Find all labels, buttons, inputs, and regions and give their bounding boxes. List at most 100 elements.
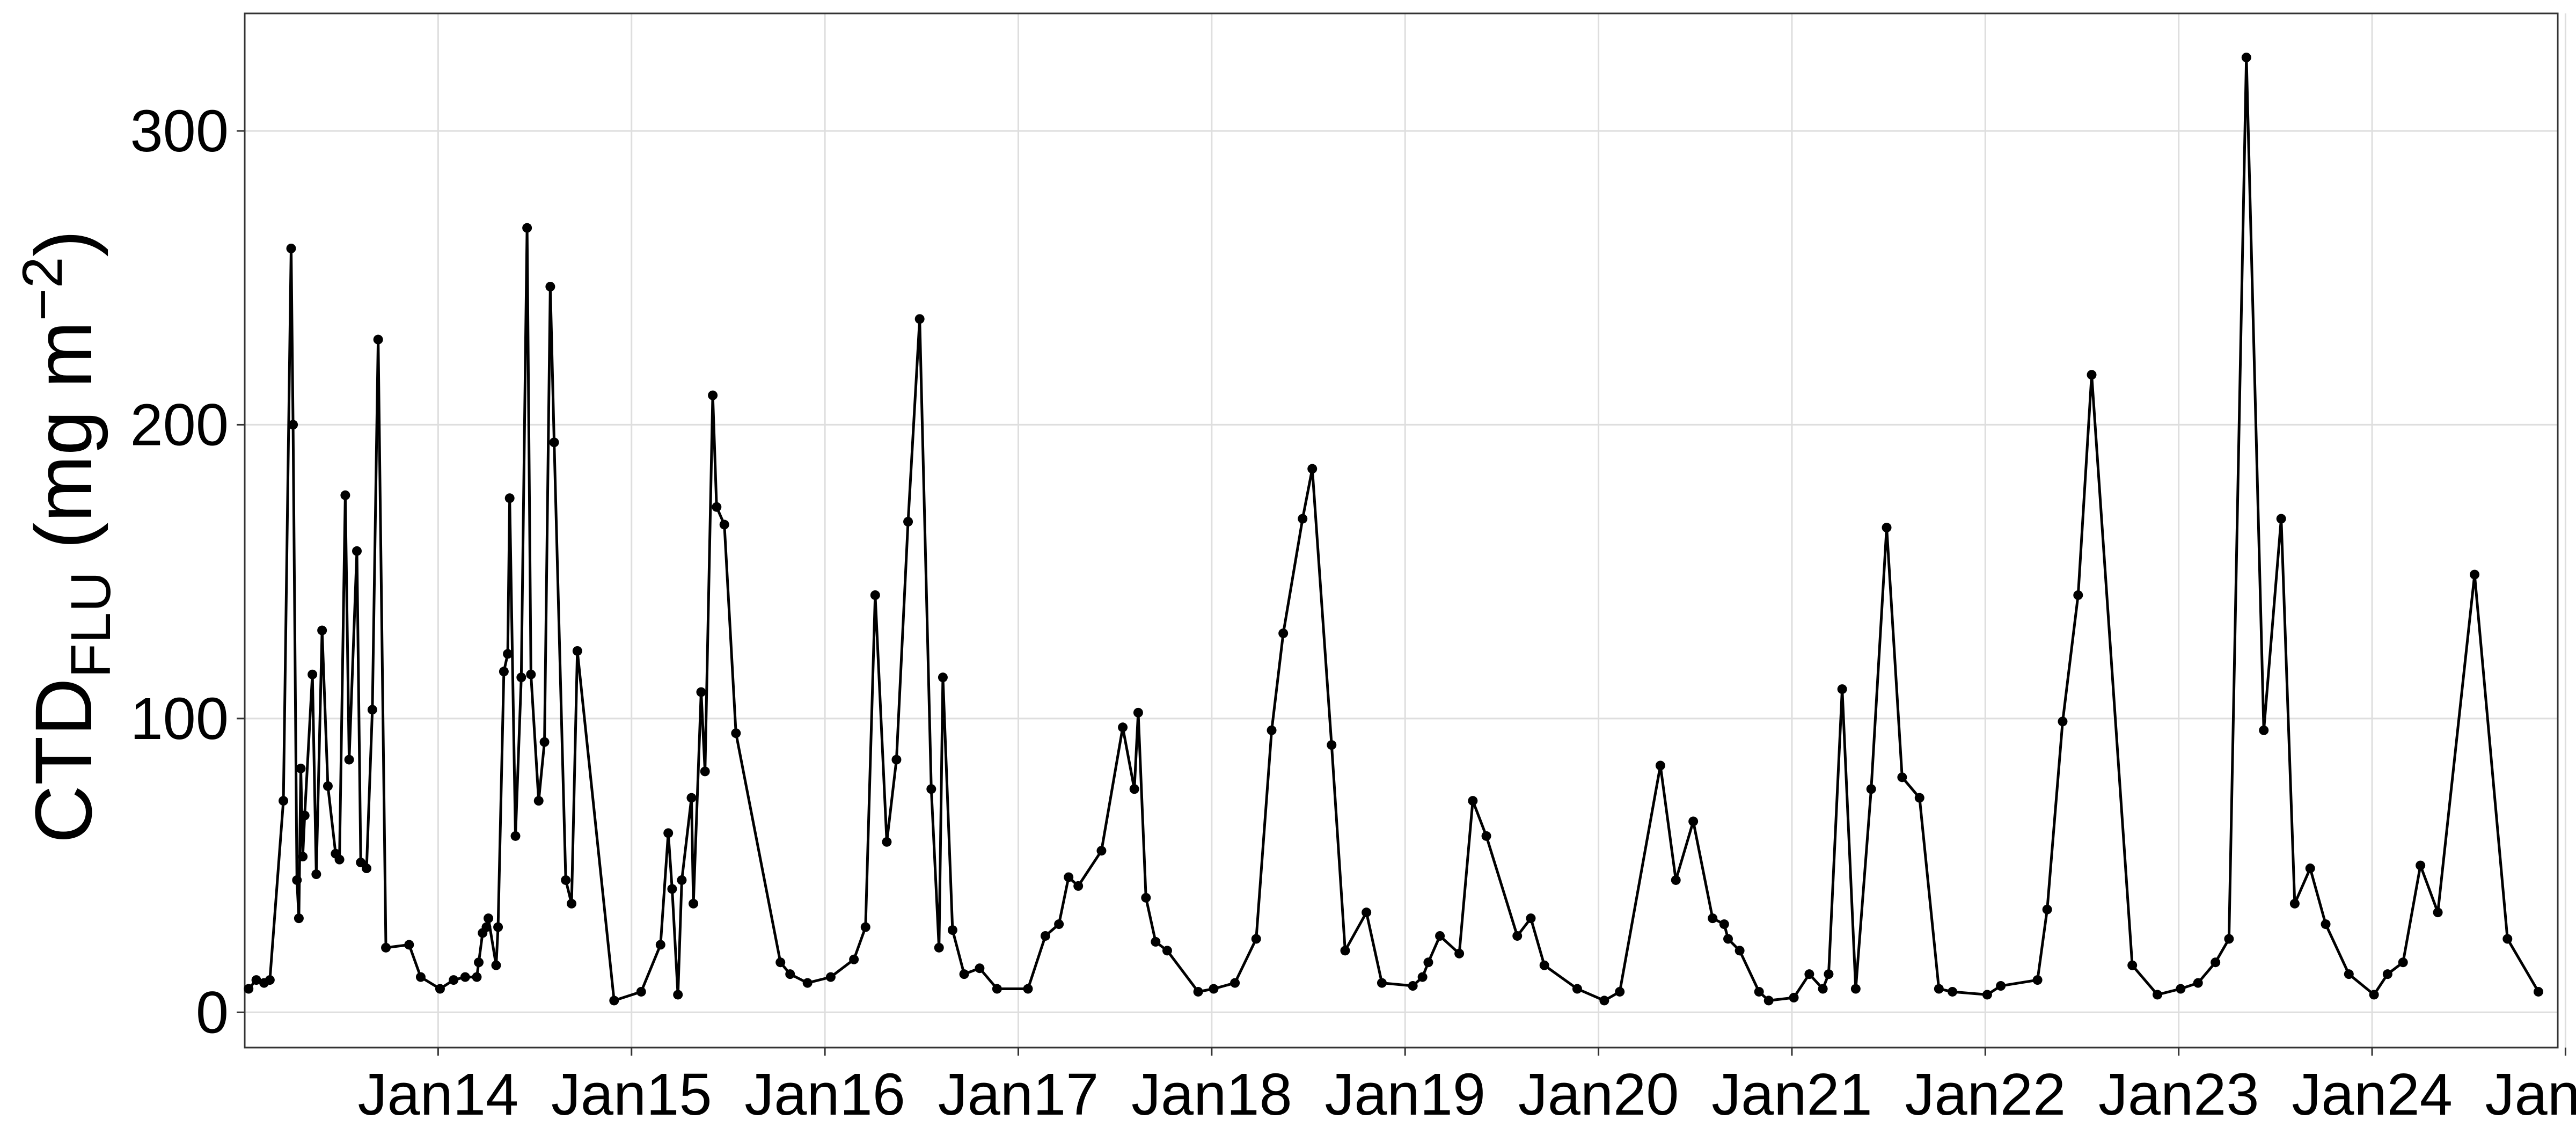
data-point [2127,960,2138,970]
data-point [2193,978,2203,988]
data-point [802,978,813,988]
data-point [1789,992,1799,1002]
data-point [1133,707,1143,718]
data-point [244,984,254,994]
data-point [311,869,321,880]
y-tick-label: 200 [130,392,229,458]
data-point [516,672,526,683]
data-point [2433,908,2443,918]
data-point [1278,628,1289,639]
data-point [870,590,880,600]
data-point [1118,722,1128,733]
data-point [1948,986,1958,997]
data-point [1141,892,1151,903]
data-point [1230,978,1240,988]
data-point [251,975,261,985]
data-point [2321,919,2331,930]
data-point [491,960,501,970]
data-point [1251,934,1261,944]
data-point [472,972,482,982]
data-point [1481,831,1491,841]
data-point [1526,913,1536,924]
data-point [636,986,646,997]
data-point [1824,969,1834,979]
data-point [2470,569,2480,580]
data-point [1209,984,1219,994]
data-point [1539,960,1549,970]
data-point [1763,996,1774,1006]
data-point [1754,986,1764,997]
data-point [2344,969,2354,979]
data-point [663,828,674,838]
data-point [2416,860,2426,870]
data-point [2058,716,2068,727]
y-tick-label: 300 [130,98,229,164]
data-point [785,969,795,979]
data-point [1307,464,1318,474]
data-point [286,243,296,253]
data-point [298,852,308,862]
x-tick-label: Jan18 [1131,1062,1292,1127]
data-point [947,925,957,935]
data-point [545,282,555,292]
data-point [2176,984,2186,994]
data-point [2259,725,2269,735]
data-point [891,755,902,765]
data-point [561,875,571,885]
data-point [526,669,536,679]
data-point [474,957,484,968]
data-point [2305,863,2315,874]
data-point [279,796,289,806]
data-point [415,972,426,982]
y-label-sup: −2 [11,257,74,321]
data-point [572,646,582,656]
data-point [288,420,298,430]
data-point [655,940,665,950]
data-point [1615,986,1625,997]
data-point [1897,772,1907,782]
data-point [1688,816,1699,826]
data-point [1866,784,1876,794]
data-point [484,913,494,924]
data-point [1340,946,1350,956]
data-point [2224,934,2234,944]
data-point [2087,370,2097,380]
data-point [1129,784,1139,794]
data-point [719,519,729,530]
data-point [522,223,532,233]
data-point [673,990,683,1000]
data-point [1423,957,1433,968]
y-label-sub: FLU [60,572,122,678]
data-point [849,954,859,964]
data-point [731,728,741,738]
data-line [247,56,2540,1002]
data-point [1512,931,1523,941]
data-point [1162,946,1172,956]
data-point [323,781,333,791]
data-point [2398,957,2408,968]
data-point [539,737,550,747]
data-point [1719,919,1729,930]
data-point [2153,990,2163,1000]
data-point [404,940,414,950]
data-point [860,922,870,932]
x-tick-label: Jan17 [938,1062,1099,1127]
data-point [926,784,936,794]
data-point [493,922,503,932]
data-point [2073,590,2083,600]
data-point [1040,931,1050,941]
x-tick-label: Jan24 [2292,1062,2453,1127]
data-point [1882,523,1892,533]
data-point [882,837,892,847]
data-point [510,831,521,841]
data-point [299,810,310,821]
data-point [1655,760,1665,771]
data-point [934,942,944,953]
data-point [959,969,969,979]
data-point [667,884,677,894]
data-point [677,875,687,885]
data-point [1934,984,1944,994]
data-point [1362,908,1372,918]
